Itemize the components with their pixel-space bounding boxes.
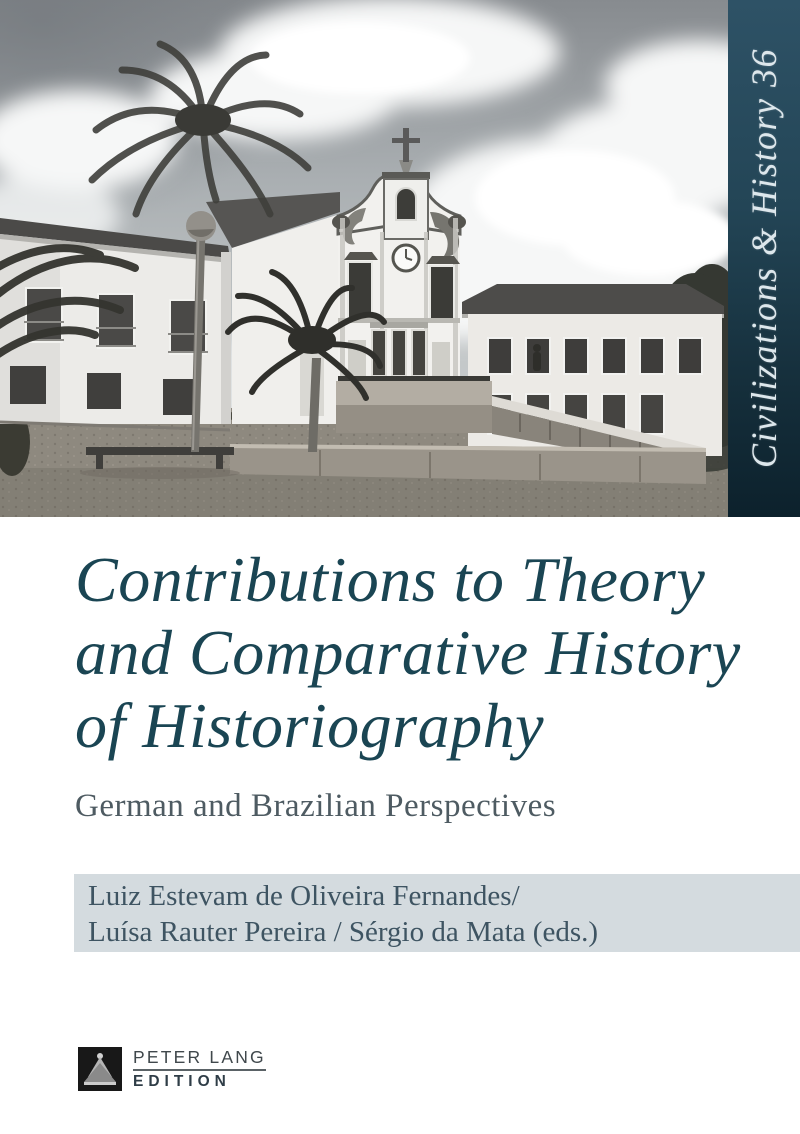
- tall-palm-tree: [88, 40, 312, 452]
- series-label: Civilizations & History 36: [744, 48, 784, 469]
- cover-photo: [0, 0, 800, 517]
- left-palm-fronds: [0, 244, 139, 358]
- title-line: Contributions to Theory: [75, 544, 706, 615]
- series-stripe: Civilizations & History 36: [728, 0, 800, 517]
- publisher-logo: PETER LANG EDITION: [78, 1047, 266, 1091]
- editors-line: Luiz Estevam de Oliveira Fernandes/: [88, 880, 520, 912]
- peter-lang-mark-icon: [78, 1047, 122, 1091]
- title-block: Contributions to Theory and Comparative …: [75, 543, 755, 828]
- publisher-rule: [133, 1068, 266, 1071]
- book-subtitle: German and Brazilian Perspectives: [75, 788, 557, 824]
- bench: [80, 447, 240, 479]
- sky: [0, 0, 800, 517]
- publisher-edition: EDITION: [133, 1073, 231, 1090]
- book-title: Contributions to Theory and Comparative …: [75, 543, 755, 762]
- title-line: and Comparative History: [75, 617, 741, 688]
- short-palm-tree: [225, 269, 387, 452]
- publisher-wordmark: PETER LANG EDITION: [133, 1047, 266, 1091]
- retaining-wall: [230, 444, 706, 484]
- cross-icon: [392, 128, 420, 162]
- person: [533, 344, 541, 371]
- editors-line: Luísa Rauter Pereira / Sérgio da Mata (e…: [88, 916, 599, 948]
- title-line: of Historiography: [75, 690, 544, 761]
- editors-box: Luiz Estevam de Oliveira Fernandes/ Luís…: [74, 874, 800, 952]
- publisher-name: PETER LANG: [133, 1047, 266, 1067]
- clock: [391, 243, 421, 273]
